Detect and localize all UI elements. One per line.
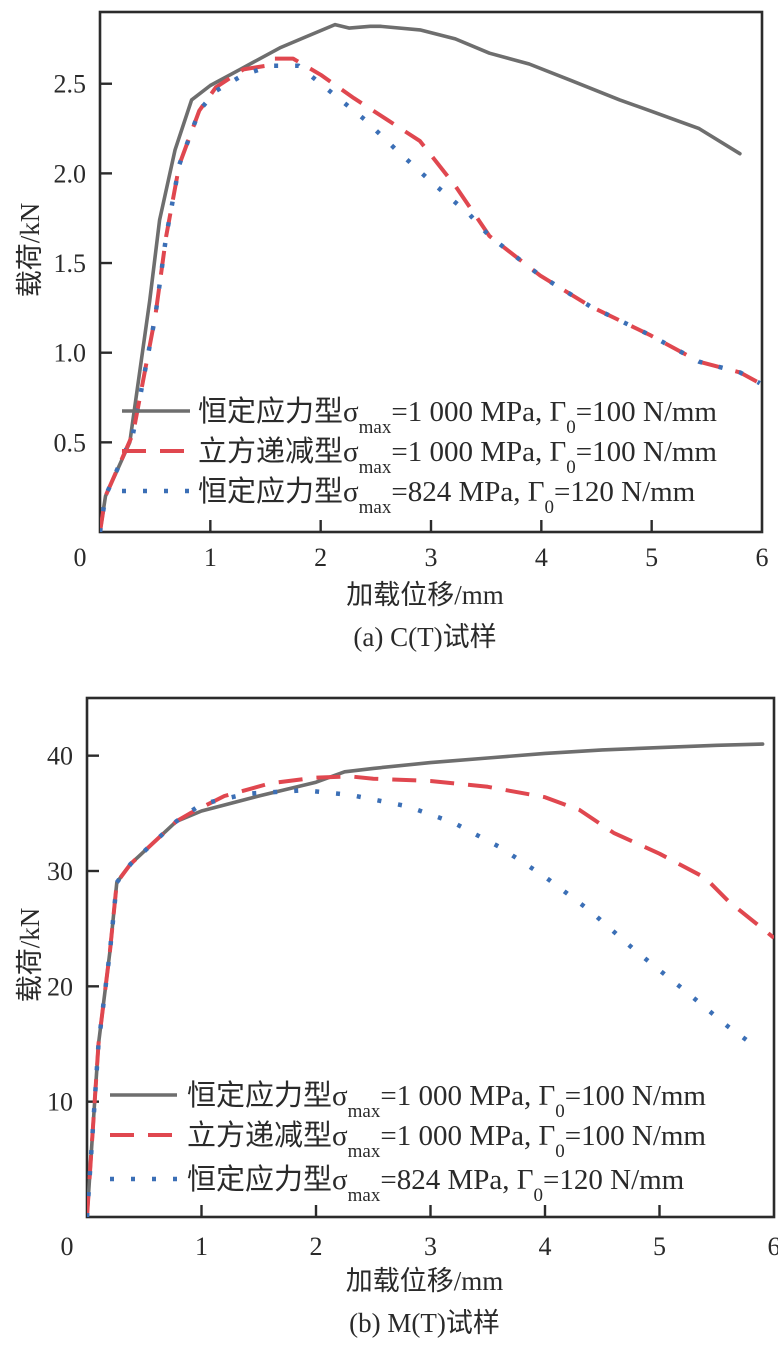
legend-sub1: max — [359, 457, 392, 478]
chart-caption: (b) M(T)试样 — [349, 1308, 500, 1338]
legend-prefix: 恒定应力型σ — [187, 1163, 348, 1196]
x-tick-label: 3 — [424, 1232, 437, 1261]
x-tick-label: 6 — [768, 1232, 778, 1261]
legend-suffix: =120 N/mm — [543, 1164, 685, 1196]
y-tick-label: 10 — [47, 1088, 73, 1117]
series-line-solid — [100, 22, 742, 532]
legend-sub2: 0 — [566, 457, 576, 478]
legend-prefix: 立方递减型σ — [187, 1119, 348, 1152]
legend-item: 恒定应力型σmax=1 000 MPa, Γ0=100 N/mm — [122, 395, 717, 438]
legend-mid: =1 000 MPa, Γ — [391, 436, 566, 468]
series-group — [87, 742, 774, 1217]
y-tick-label: 1.0 — [54, 339, 87, 368]
legend-mid: =1 000 MPa, Γ — [391, 396, 566, 428]
x-tick-label: 1 — [204, 543, 217, 572]
y-axis-label: 载荷/kN — [15, 203, 45, 298]
legend-sub1: max — [348, 1101, 381, 1122]
legend-label: 立方递减型σmax=1 000 MPa, Γ0=100 N/mm — [187, 1119, 706, 1162]
legend-item: 恒定应力型σmax=824 MPa, Γ0=120 N/mm — [122, 475, 696, 518]
y-tick-label: 20 — [47, 972, 73, 1001]
legend-sub2: 0 — [566, 417, 576, 438]
x-tick-label: 4 — [539, 1232, 552, 1261]
legend-label: 恒定应力型σmax=824 MPa, Γ0=120 N/mm — [198, 475, 696, 518]
chart-panel-b: 0 1 2 3 4 5 6 10 20 30 40 载荷/kN 加载位移/mm (b) M(T)试样 恒定应… — [15, 696, 778, 1338]
x-tick-label: 1 — [195, 1232, 208, 1261]
x-tick-label: 5 — [645, 543, 658, 572]
y-tick-label: 2.5 — [54, 70, 87, 99]
legend-sub1: max — [359, 417, 392, 438]
x-axis-label: 加载位移/mm — [346, 1266, 504, 1296]
legend-prefix: 立方递减型σ — [198, 435, 359, 468]
x-axis-label: 加载位移/mm — [346, 580, 504, 610]
legend-sub1: max — [348, 1185, 381, 1206]
legend-mid: =824 MPa, Γ — [380, 1164, 533, 1196]
x-tick-label: 2 — [310, 1232, 323, 1261]
x-tick-label: 0 — [61, 1232, 74, 1261]
x-tick-label: 0 — [74, 543, 87, 572]
series-group — [100, 22, 761, 532]
x-tick-label: 4 — [535, 543, 548, 572]
legend-suffix: =100 N/mm — [565, 1120, 707, 1152]
legend-item: 立方递减型σmax=1 000 MPa, Γ0=100 N/mm — [110, 1119, 706, 1162]
legend-prefix: 恒定应力型σ — [198, 395, 359, 428]
legend-sub2: 0 — [545, 497, 555, 518]
legend-suffix: =100 N/mm — [576, 436, 718, 468]
x-tick-label: 6 — [756, 543, 769, 572]
x-tick-label: 5 — [653, 1232, 666, 1261]
legend-label: 恒定应力型σmax=1 000 MPa, Γ0=100 N/mm — [187, 1079, 706, 1122]
y-tick-label: 1.5 — [54, 249, 87, 278]
legend-sub1: max — [348, 1141, 381, 1162]
legend-label: 立方递减型σmax=1 000 MPa, Γ0=100 N/mm — [198, 435, 717, 478]
series-line-dotted — [100, 63, 761, 532]
legend-mid: =824 MPa, Γ — [391, 476, 544, 508]
x-tick-label: 2 — [314, 543, 327, 572]
legend-sub2: 0 — [555, 1101, 565, 1122]
legend-sub2: 0 — [555, 1141, 565, 1162]
y-tick-label: 2.0 — [54, 159, 87, 188]
x-tick-label: 3 — [425, 543, 438, 572]
legend-label: 恒定应力型σmax=824 MPa, Γ0=120 N/mm — [187, 1163, 685, 1206]
series-line-dashed — [100, 56, 761, 532]
legend-mid: =1 000 MPa, Γ — [380, 1080, 555, 1112]
legend-suffix: =100 N/mm — [565, 1080, 707, 1112]
legend-suffix: =120 N/mm — [554, 476, 696, 508]
y-axis-label: 载荷/kN — [15, 908, 45, 1003]
legend-label: 恒定应力型σmax=1 000 MPa, Γ0=100 N/mm — [198, 395, 717, 438]
legend-sub1: max — [359, 497, 392, 518]
legend-item: 立方递减型σmax=1 000 MPa, Γ0=100 N/mm — [122, 435, 717, 478]
legend-item: 恒定应力型σmax=824 MPa, Γ0=120 N/mm — [110, 1163, 685, 1206]
legend-sub2: 0 — [534, 1185, 544, 1206]
chart-panel-a: 0 1 2 3 4 5 6 0.5 1.0 1.5 2.0 2.5 载荷/kN 加载位移/mm (a) C(… — [15, 10, 769, 652]
legend-mid: =1 000 MPa, Γ — [380, 1120, 555, 1152]
chart-caption: (a) C(T)试样 — [353, 622, 496, 652]
series-line-dashed — [87, 774, 774, 1217]
legend-prefix: 恒定应力型σ — [198, 475, 359, 508]
y-tick-label: 0.5 — [54, 428, 87, 457]
y-tick-label: 40 — [47, 742, 73, 771]
legend-suffix: =100 N/mm — [576, 396, 718, 428]
y-tick-label: 30 — [47, 857, 73, 886]
legend-item: 恒定应力型σmax=1 000 MPa, Γ0=100 N/mm — [110, 1079, 706, 1122]
legend-prefix: 恒定应力型σ — [187, 1079, 348, 1112]
